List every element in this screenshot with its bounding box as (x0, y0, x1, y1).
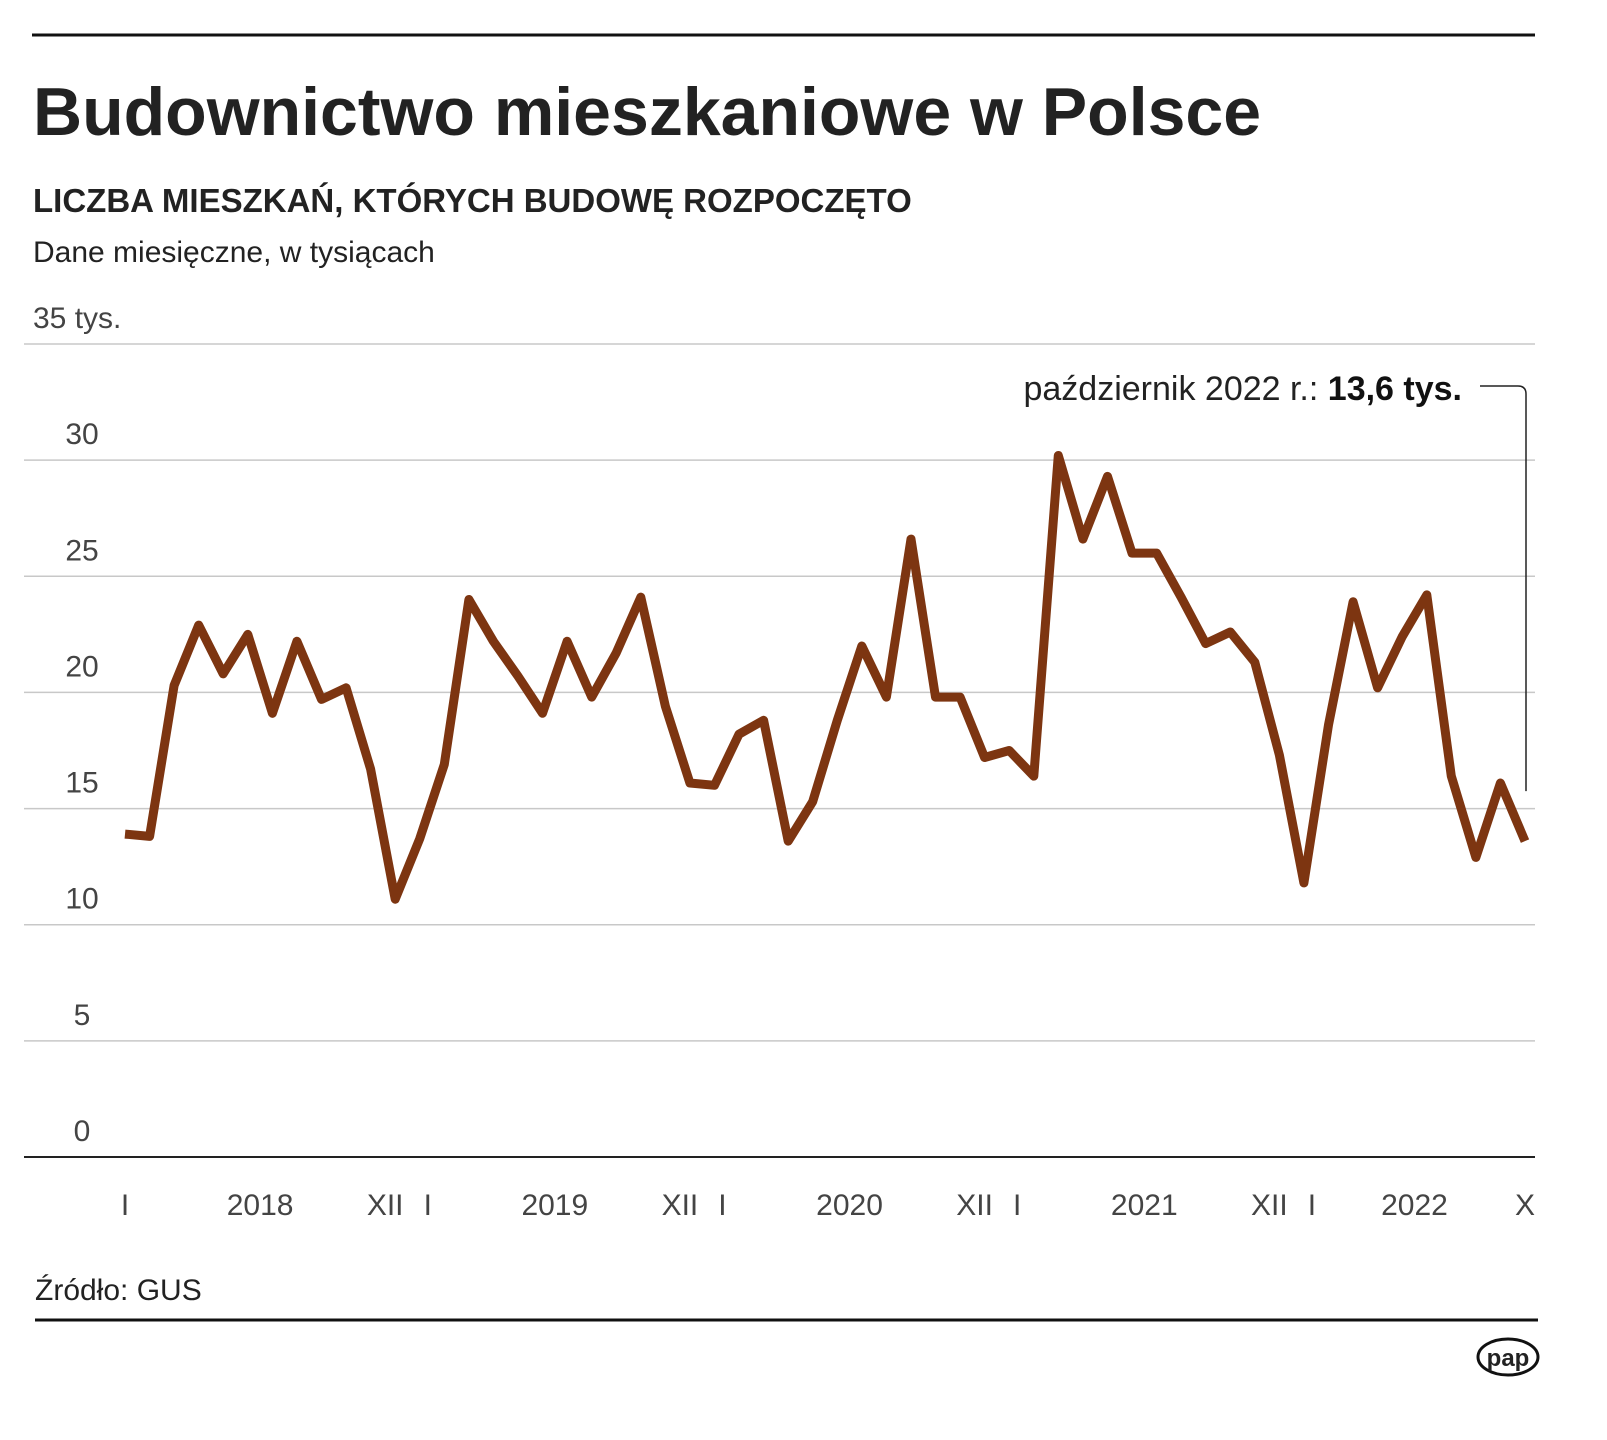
x-tick-label: I (424, 1189, 432, 1222)
logo: pap (1487, 1345, 1530, 1372)
x-tick-label: XII (956, 1189, 993, 1222)
year-label: 2021 (1111, 1189, 1178, 1222)
y-tick-label: 5 (74, 999, 91, 1032)
annotation-value: 13,6 tys. (1328, 370, 1462, 408)
chart-title: Budownictwo mieszkaniowe w Polsce (33, 74, 1261, 150)
x-tick-label: XII (367, 1189, 404, 1222)
x-tick-label: XII (662, 1189, 699, 1222)
logo-frame (1476, 1337, 1540, 1377)
x-tick-label: XII (1251, 1189, 1288, 1222)
source: Źródło: GUS (35, 1274, 202, 1307)
year-label: 2018 (227, 1189, 294, 1222)
year-label: 2022 (1381, 1189, 1448, 1222)
y-tick-label: 15 (65, 767, 98, 800)
annotation: październik 2022 r.: 13,6 tys. (1023, 370, 1462, 408)
chart-note: Dane miesięczne, w tysiącach (33, 236, 435, 269)
y-tick-label: 0 (74, 1115, 91, 1148)
year-label: 2019 (521, 1189, 588, 1222)
y-tick-label: 25 (65, 534, 98, 567)
data-line (124, 451, 1530, 904)
chart-subtitle: LICZBA MIESZKAŃ, KTÓRYCH BUDOWĘ ROZPOCZĘ… (33, 182, 912, 219)
x-tick-label: I (1013, 1189, 1021, 1222)
x-tick-label: X (1515, 1189, 1535, 1222)
y-tick-label: 35 tys. (33, 302, 121, 335)
x-tick-label: I (718, 1189, 726, 1222)
x-tick-label: I (121, 1189, 129, 1222)
y-tick-label: 10 (65, 883, 98, 916)
y-tick-label: 20 (65, 650, 98, 683)
annotation-label: październik 2022 r.: (1023, 370, 1318, 408)
year-label: 2020 (816, 1189, 883, 1222)
y-tick-label: 30 (65, 418, 98, 451)
x-tick-label: I (1308, 1189, 1316, 1222)
annotation-leader (1480, 385, 1527, 792)
